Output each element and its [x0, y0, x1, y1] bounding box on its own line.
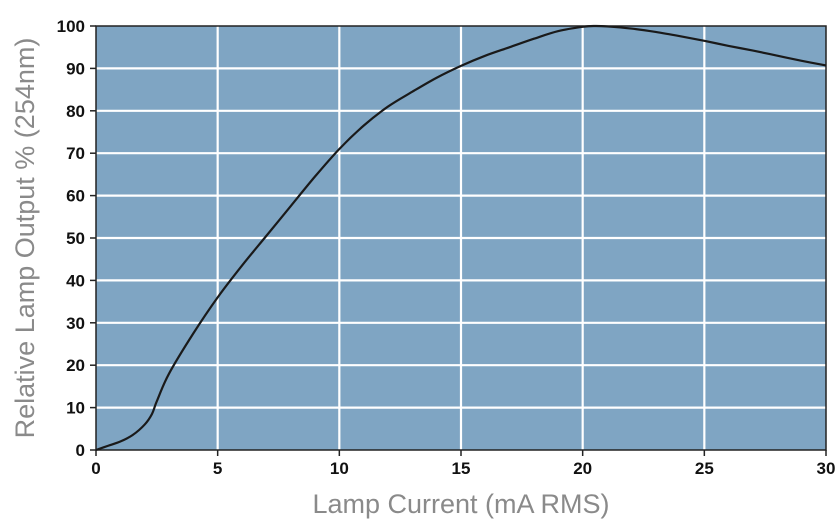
series-layer — [95, 24, 827, 452]
y-tick-label: 100 — [57, 17, 85, 36]
x-tick-label: 25 — [695, 459, 714, 478]
x-tick-labels: 0 5 10 15 20 25 30 — [91, 459, 835, 478]
y-tick-label: 70 — [66, 144, 85, 163]
x-tick-label: 5 — [213, 459, 222, 478]
y-tick-label: 50 — [66, 229, 85, 248]
y-tick-labels: 0 10 20 30 40 50 60 70 80 90 100 — [57, 17, 85, 460]
series-line — [95, 24, 827, 452]
x-tick-label: 20 — [573, 459, 592, 478]
x-tick-label: 15 — [452, 459, 471, 478]
y-tick-label: 90 — [66, 59, 85, 78]
y-tick-label: 0 — [76, 441, 85, 460]
x-tick-label: 10 — [330, 459, 349, 478]
x-tick-label: 30 — [817, 459, 836, 478]
y-tick-label: 40 — [66, 271, 85, 290]
x-axis-title: Lamp Current (mA RMS) — [312, 489, 609, 519]
y-tick-label: 80 — [66, 102, 85, 121]
y-tick-label: 60 — [66, 187, 85, 206]
y-tick-label: 30 — [66, 314, 85, 333]
gridlines — [90, 25, 827, 456]
y-tick-label: 10 — [66, 399, 85, 418]
y-tick-label: 20 — [66, 356, 85, 375]
y-axis-title: Relative Lamp Output % (254nm) — [10, 38, 40, 439]
plot-frame — [95, 25, 827, 451]
x-tick-label: 0 — [91, 459, 100, 478]
